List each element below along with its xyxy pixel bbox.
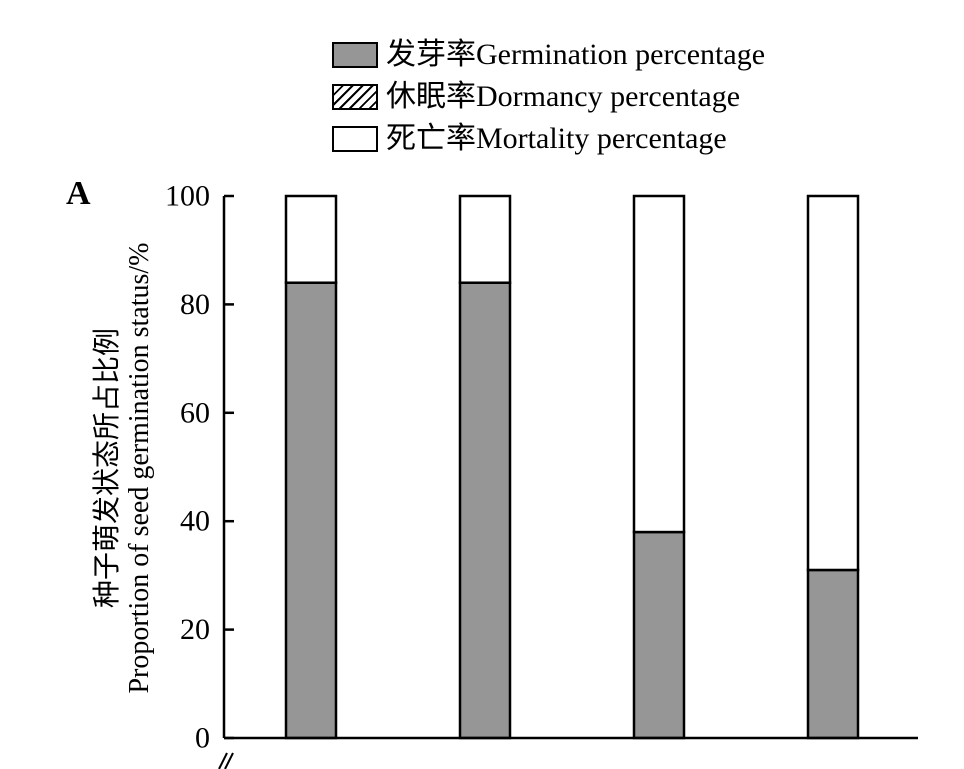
- legend-label-dormancy: 休眠率Dormancy percentage: [386, 80, 741, 113]
- bars-group: [284, 194, 860, 740]
- legend-label-mortality: 死亡率Mortality percentage: [386, 122, 727, 155]
- legend-swatch-dormancy: [332, 84, 378, 110]
- bar-germination-4: [806, 568, 860, 740]
- bar-germination-1: [284, 281, 338, 740]
- axis-break-mark-1: [218, 752, 228, 769]
- legend-item-mortality: 死亡率Mortality percentage: [332, 118, 765, 160]
- y-tick-label-60: 60: [180, 396, 210, 429]
- y-tick-label-80: 80: [180, 288, 210, 321]
- bar-germination-2: [458, 281, 512, 740]
- panel-label: A: [66, 175, 91, 212]
- legend: 发芽率Germination percentage 休眠率Dormancy pe…: [332, 34, 765, 160]
- y-tick-label-20: 20: [180, 613, 210, 646]
- bar-mortality-4: [806, 194, 860, 572]
- axes-group: 0 20 40 60 80 100: [165, 180, 918, 769]
- legend-item-germination: 发芽率Germination percentage: [332, 34, 765, 76]
- y-tick-label-40: 40: [180, 505, 210, 538]
- legend-swatch-mortality: [332, 126, 378, 152]
- axis-break-mark-2: [224, 752, 234, 769]
- y-tick-label-0: 0: [195, 722, 210, 755]
- bar-mortality-3: [632, 194, 686, 534]
- bar-mortality-1: [284, 194, 338, 284]
- legend-swatch-germination: [332, 42, 378, 68]
- legend-label-germination: 发芽率Germination percentage: [386, 38, 766, 71]
- y-tick-label-100: 100: [165, 180, 210, 213]
- bar-mortality-2: [458, 194, 512, 284]
- bar-germination-3: [632, 530, 686, 740]
- legend-item-dormancy: 休眠率Dormancy percentage: [332, 76, 765, 118]
